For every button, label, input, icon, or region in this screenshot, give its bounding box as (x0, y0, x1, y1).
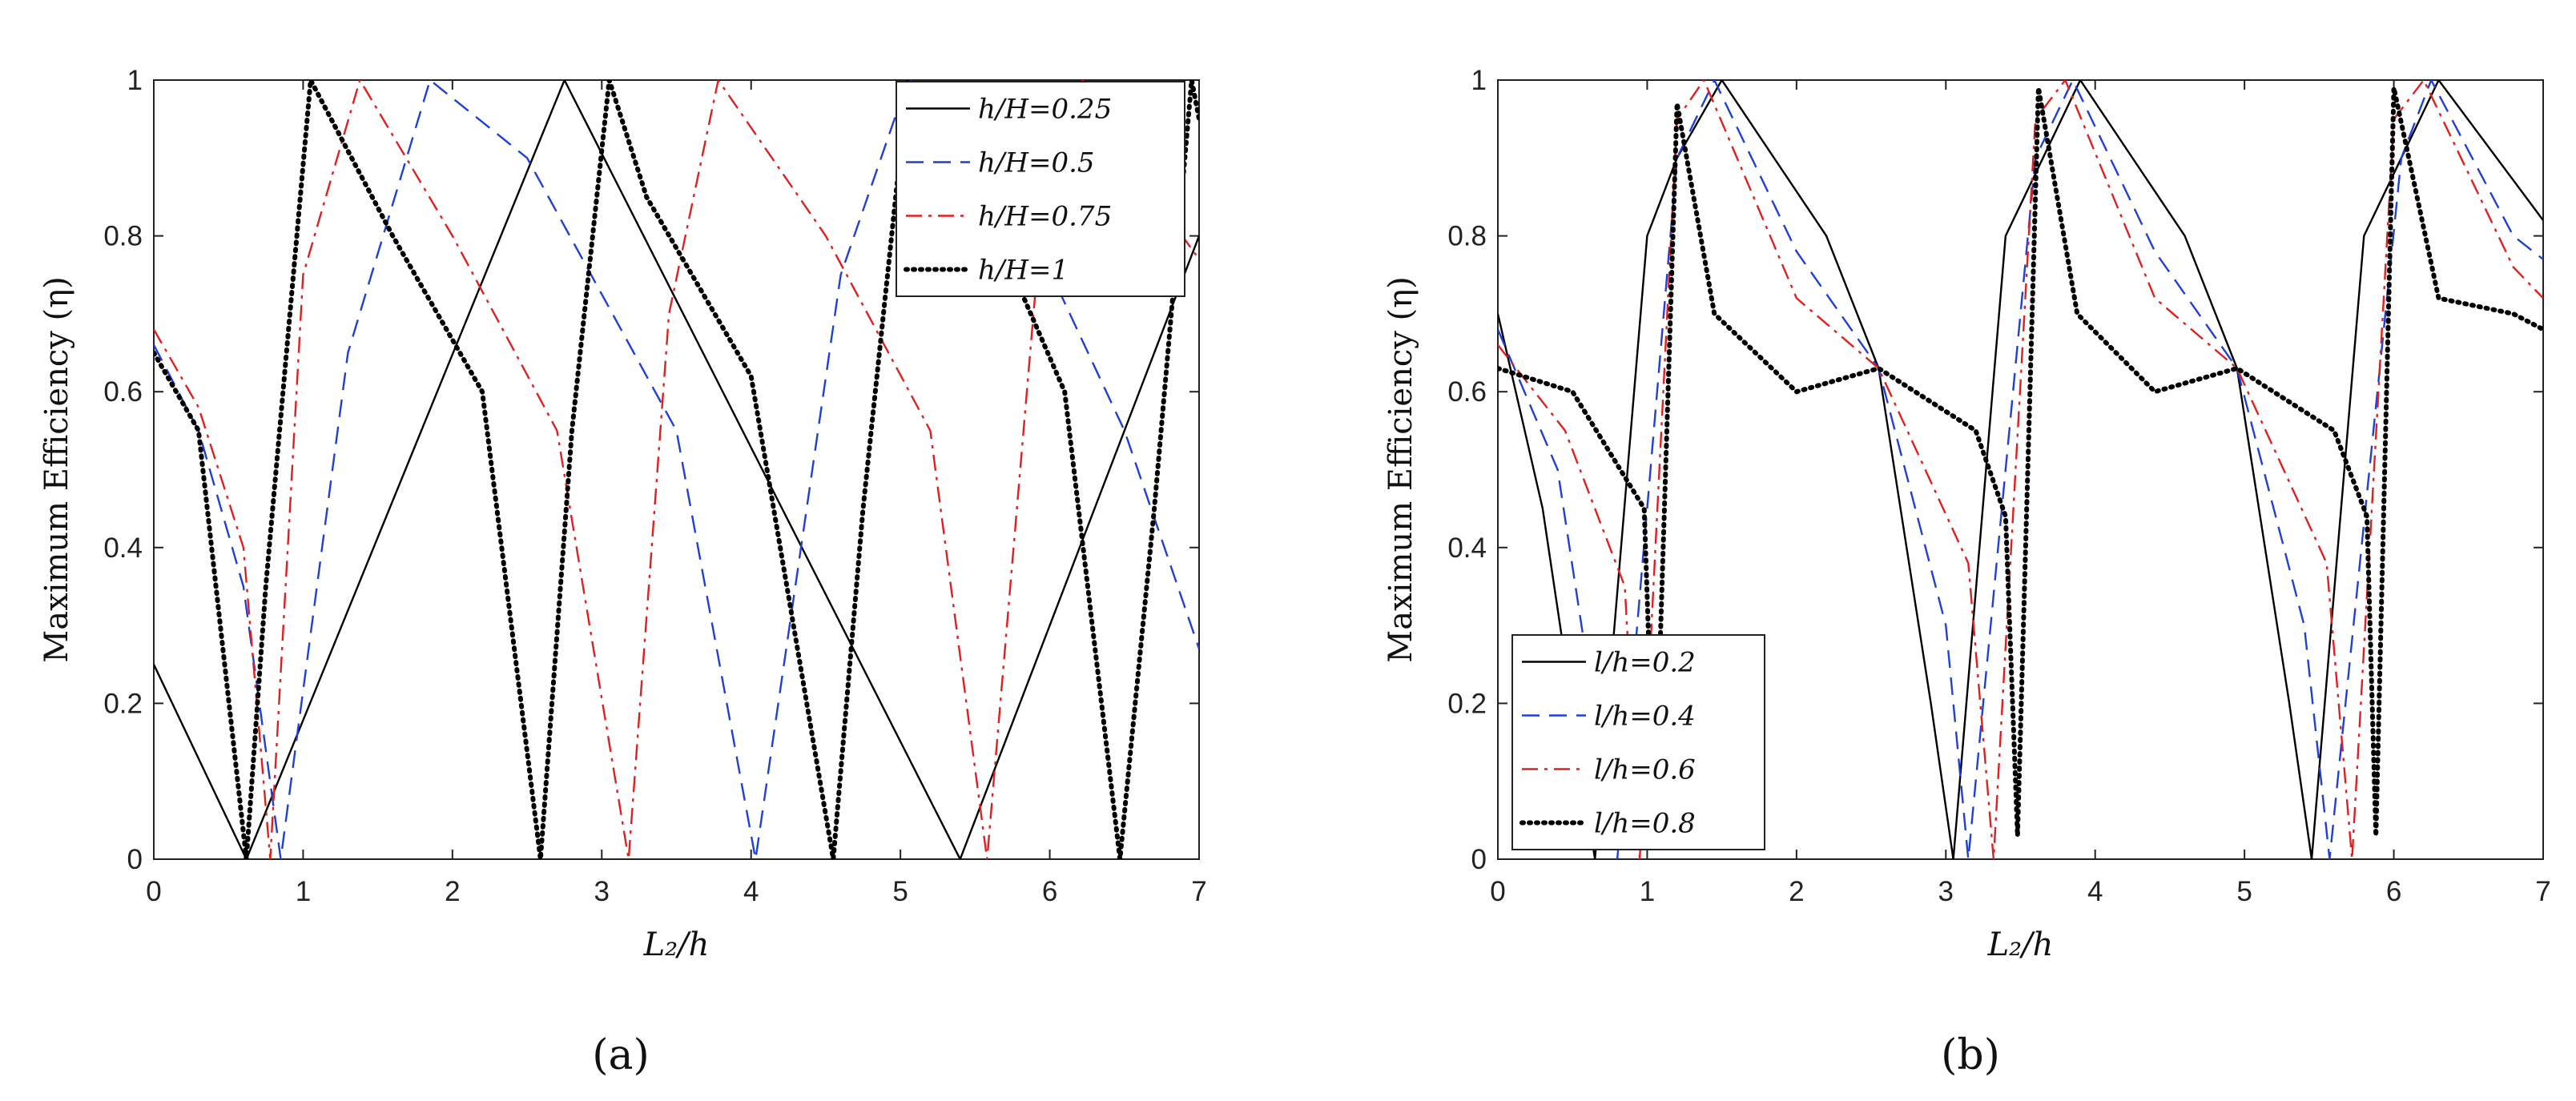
y-tick-label: 1 (127, 65, 143, 96)
axes-box (153, 79, 1200, 860)
legend-label: h/H=0.75 (978, 201, 1112, 233)
legend-box (896, 81, 1185, 297)
x-tick-label: 7 (1191, 876, 1206, 907)
series-line-h-h-1 (154, 80, 1199, 859)
legend-label: l/h=0.2 (1594, 647, 1696, 679)
x-tick-label: 7 (2535, 876, 2550, 907)
legend-box (1511, 634, 1765, 850)
panel-b: 0 1 2 3 4 5 6 7 0 0.2 0.4 0.6 0.8 1 L₂/h Maximum Effici… (1383, 65, 2551, 1079)
legend-label: h/H=0.5 (978, 147, 1095, 179)
x-tick-label: 4 (743, 876, 759, 907)
y-tick-label: 0.2 (103, 688, 143, 719)
x-tick-label: 3 (1938, 876, 1954, 907)
series-line-l-h-0-6 (1498, 80, 2543, 859)
y-tick-label: 0.6 (1447, 376, 1487, 408)
y-tick-label: 0.4 (103, 532, 143, 564)
y-tick-label: 0.4 (1447, 532, 1487, 564)
panel-a: 0 1 2 3 4 5 6 7 0 0.2 0.4 0.6 0.8 1 L₂/h Maximum Effici… (38, 65, 1207, 1079)
x-tick-label: 0 (1490, 876, 1505, 907)
x-tick-label: 0 (146, 876, 161, 907)
caption-a: (a) (592, 1031, 650, 1079)
legend-label: l/h=0.8 (1594, 808, 1696, 840)
series-line-l-h-0-2 (1498, 80, 2543, 859)
x-tick-label: 5 (892, 876, 908, 907)
x-tick-label: 2 (445, 876, 460, 907)
x-tick-label: 3 (594, 876, 610, 907)
axes-box (1497, 79, 2544, 860)
x-tick-label: 4 (2087, 876, 2103, 907)
legend-label: l/h=0.6 (1594, 754, 1696, 786)
plot-area-b: 0 1 2 3 4 5 6 7 0 0.2 0.4 0.6 0.8 1 L₂/h Maximum Effici… (1383, 65, 2551, 963)
series-group (1498, 80, 2543, 859)
y-axis-label: Maximum Efficiency (η) (38, 276, 75, 662)
legend-a: h/H=0.25 h/H=0.5 h/H=0.75 h/H=1 (896, 81, 1185, 297)
legend-b: l/h=0.2 l/h=0.4 l/h=0.6 l/h=0.8 (1511, 634, 1765, 850)
legend-label: h/H=0.25 (978, 94, 1112, 126)
series-line-l-h-0-8 (1498, 85, 2543, 838)
y-tick-label: 0.8 (103, 221, 143, 252)
legend-label: l/h=0.4 (1594, 701, 1696, 733)
y-tick-label: 1 (1471, 65, 1487, 96)
x-tick-label: 6 (2386, 876, 2401, 907)
y-tick-label: 0.8 (1447, 221, 1487, 252)
y-tick-label: 0 (1471, 844, 1487, 875)
y-tick-label: 0.2 (1447, 688, 1487, 719)
caption-b: (b) (1941, 1031, 2000, 1079)
x-tick-label: 6 (1042, 876, 1057, 907)
plot-area-a: 0 1 2 3 4 5 6 7 0 0.2 0.4 0.6 0.8 1 L₂/h Maximum Effici… (38, 65, 1207, 963)
y-tick-label: 0.6 (103, 376, 143, 408)
legend-label: h/H=1 (978, 255, 1069, 287)
x-tick-label: 1 (1640, 876, 1655, 907)
y-tick-label: 0 (127, 844, 143, 875)
x-tick-label: 2 (1789, 876, 1804, 907)
x-axis-label: L₂/h (643, 926, 710, 963)
x-tick-label: 5 (2236, 876, 2252, 907)
x-axis-label: L₂/h (1987, 926, 2054, 963)
y-axis-label: Maximum Efficiency (η) (1383, 276, 1419, 662)
x-tick-label: 1 (296, 876, 311, 907)
series-line-h-h-0-25 (154, 80, 1199, 859)
